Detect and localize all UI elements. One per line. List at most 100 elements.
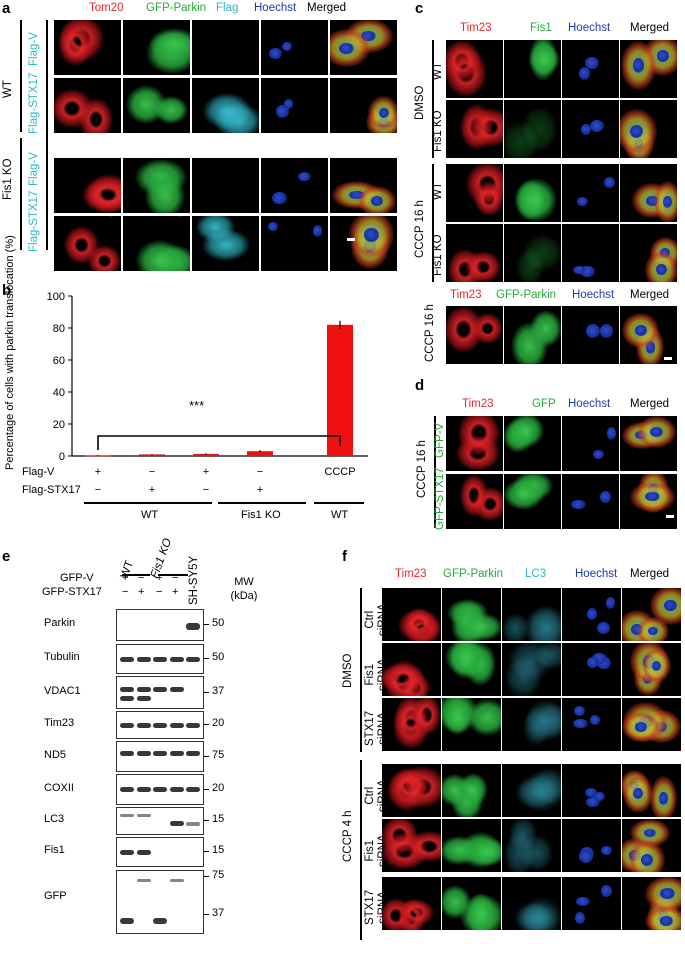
micrograph-green (442, 764, 501, 817)
blot-band (153, 656, 167, 662)
panel-d-header-gfp: GFP (532, 398, 556, 410)
blot-label-gfp: GFP (44, 890, 67, 902)
micrograph-lc3 (502, 698, 561, 751)
blot-band (169, 686, 184, 692)
panel-a-scale-bar (347, 238, 355, 241)
panel-c-bracket-dmso (432, 40, 434, 158)
panel-d-header-merged: Merged (630, 398, 669, 410)
panel-b-line-wt (84, 502, 212, 504)
panel-a-header-flag: Flag (216, 2, 239, 14)
panel-d-bracket (434, 416, 436, 528)
micrograph-red (382, 588, 441, 641)
blot-band (136, 814, 151, 818)
panel-b-label: b (2, 282, 12, 299)
panel-b-group-wt: WT (141, 509, 159, 521)
panel-a-arrow-left: ← (106, 204, 120, 220)
panel-f-header-tim23: Tim23 (395, 568, 427, 580)
panel-a-bracket-wt (20, 20, 22, 132)
mw-tick (204, 914, 209, 915)
micrograph-blue (562, 306, 619, 364)
mw-label: 37 (212, 684, 225, 697)
panel-b-sign-flagv: − (256, 466, 264, 478)
panel-c-subheader-tim23: Tim23 (450, 289, 482, 301)
panel-c-group-dmso: DMSO (414, 85, 426, 121)
y-tick-label: 0 (59, 451, 65, 463)
blot-strip-fis1 (116, 837, 204, 867)
bar-4 (327, 324, 353, 456)
y-tick-label: 60 (53, 355, 65, 367)
panel-d-group-label: CCCP 16 h (416, 440, 428, 498)
mw-tick (204, 876, 209, 877)
micrograph-green (442, 877, 501, 930)
blot-band (169, 787, 184, 792)
panel-b-sign-flagv: + (94, 466, 102, 478)
blot-band (153, 722, 167, 728)
panel-c-label: c (415, 0, 424, 17)
blot-band (120, 696, 134, 702)
blot-strip-tubulin (116, 644, 204, 674)
micrograph-blue (261, 78, 328, 133)
panel-f-header-gfp-parkin: GFP-Parkin (443, 568, 504, 580)
micrograph-lc3 (502, 819, 561, 872)
blot-band (136, 686, 151, 692)
blot-band (136, 656, 151, 662)
panel-b-group-wt2: WT (331, 509, 349, 521)
micrograph-green (442, 698, 501, 751)
bar-0 (85, 455, 111, 457)
panel-c-bracket-cccp (432, 164, 434, 282)
mw-label: 37 (212, 907, 225, 919)
y-tick-label: 100 (47, 291, 65, 303)
panel-e-mw-header: MW (kDa) (230, 576, 258, 602)
micrograph-red (382, 643, 441, 696)
blot-band (136, 722, 151, 728)
mw-label: 15 (212, 844, 225, 856)
panel-c-row-dmso-wt: WT (432, 62, 444, 80)
micrograph-merged (330, 20, 397, 75)
micrograph-cyan (192, 78, 259, 133)
micrograph-red (54, 20, 121, 75)
panel-d-row-gfpv: GFP-V (434, 422, 446, 458)
mw-tick (204, 851, 209, 852)
panel-c-subheader-hoechst: Hoechst (572, 289, 615, 301)
micrograph-red (382, 698, 441, 751)
micrograph-red (382, 877, 441, 930)
mw-tick (204, 624, 209, 625)
mw-label: 20 (212, 717, 225, 729)
blot-strip-nd5 (116, 741, 204, 772)
micrograph-merged (620, 474, 677, 529)
panel-f-group-cccp: CCCP 4 h (342, 810, 354, 862)
panel-f-header-lc3: LC3 (525, 568, 547, 580)
blot-band (136, 696, 151, 702)
blot-band (186, 787, 200, 792)
blot-band (120, 814, 134, 818)
micrograph-green (442, 643, 501, 696)
panel-a-header-tom20: Tom20 (89, 2, 124, 14)
mw-label: 75 (212, 748, 225, 761)
panel-d-header-tim23: Tim23 (462, 398, 494, 410)
blot-band (153, 787, 167, 792)
blot-band (136, 787, 151, 792)
micrograph-lc3 (502, 588, 561, 641)
blot-band (186, 623, 200, 630)
mw-tick (204, 724, 209, 725)
panel-f-bracket-dmso (360, 588, 362, 752)
panel-c-header-fis1: Fis1 (530, 22, 552, 34)
panel-c-header-hoechst: Hoechst (568, 22, 611, 34)
y-tick-label: 20 (53, 419, 65, 431)
blot-label-tubulin: Tubulin (44, 651, 80, 663)
blot-band (169, 751, 184, 757)
blot-label-coxii: COXII (44, 781, 74, 794)
micrograph-green (504, 306, 561, 364)
blot-band (136, 878, 151, 882)
panel-a-row-ko-flagv: Flag-V (28, 152, 40, 186)
blot-band (120, 656, 134, 662)
micrograph-red (446, 306, 503, 364)
blot-band (120, 917, 134, 924)
micrograph-green (504, 224, 561, 282)
micrograph-green (504, 40, 561, 98)
mw-label: 50 (212, 651, 225, 663)
micrograph-blue (562, 416, 619, 471)
panel-c-header-merged: Merged (630, 22, 669, 34)
micrograph-red (446, 416, 503, 471)
micrograph-blue (562, 698, 621, 751)
